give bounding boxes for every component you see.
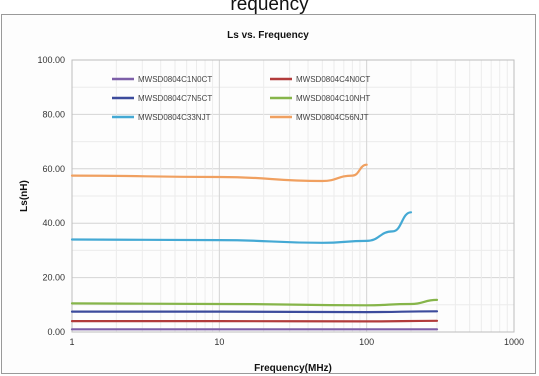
- series-line: [70, 163, 368, 183]
- legend-label: MWSD0804C1N0CT: [138, 75, 212, 84]
- x-tick-label: 1: [69, 337, 74, 347]
- legend-label: MWSD0804C4N0CT: [296, 75, 370, 84]
- y-axis-label: Ls(nH): [19, 180, 30, 212]
- chart-title: Ls vs. Frequency: [227, 30, 309, 41]
- y-tick-label: 40.00: [42, 218, 65, 228]
- x-tick-labels: 1 10 100 1000: [69, 337, 524, 347]
- legend-label: MWSD0804C56NJT: [296, 113, 369, 122]
- y-tick-label: 0.00: [47, 327, 65, 337]
- legend-label: MWSD0804C7N5CT: [138, 94, 212, 103]
- plot-area: [71, 59, 515, 333]
- y-tick-labels: 0.00 20.00 40.00 60.00 80.00 100.00: [37, 55, 65, 337]
- legend-label: MWSD0804C10NHT: [296, 94, 370, 103]
- x-tick-label: 1000: [504, 337, 524, 347]
- y-tick-label: 60.00: [42, 164, 65, 174]
- x-tick-label: 100: [359, 337, 374, 347]
- series-line: [70, 310, 439, 314]
- grid-lines: [71, 59, 514, 333]
- series-line: [70, 319, 439, 323]
- series-line: [70, 298, 439, 307]
- x-axis-label: Frequency(MHz): [254, 363, 332, 374]
- legend-label: MWSD0804C33NJT: [138, 113, 211, 122]
- x-tick-label: 10: [214, 337, 224, 347]
- y-tick-label: 100.00: [37, 55, 65, 65]
- legend: MWSD0804C1N0CT MWSD0804C4N0CT MWSD0804C7N5…: [112, 75, 370, 122]
- series-line: [70, 211, 413, 244]
- series-lines: [70, 163, 439, 331]
- page-heading: requency: [230, 0, 309, 15]
- y-tick-label: 20.00: [42, 273, 65, 283]
- y-tick-label: 80.00: [42, 109, 65, 119]
- chart-frame: [1, 14, 536, 374]
